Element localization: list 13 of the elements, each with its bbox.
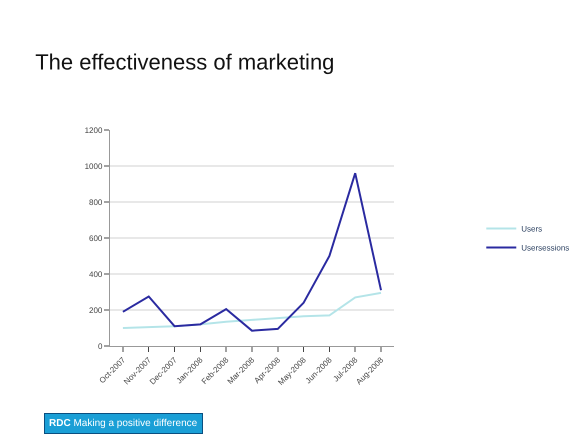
y-tick-label: 0 (98, 342, 103, 351)
legend-label: Users (521, 224, 542, 234)
chart-title: The effectiveness of marketing (35, 49, 334, 74)
y-tick-label: 800 (89, 198, 103, 207)
y-tick-label: 1000 (84, 162, 103, 171)
legend-label: Usersessions (521, 244, 570, 253)
y-tick-label: 600 (89, 234, 103, 243)
y-tick-label: 1200 (84, 126, 103, 135)
y-tick-label: 200 (89, 306, 103, 315)
line-series (122, 292, 382, 329)
text: RDC Making a positive difference (49, 418, 198, 429)
line-series (122, 172, 382, 332)
y-tick-label: 400 (89, 270, 103, 279)
